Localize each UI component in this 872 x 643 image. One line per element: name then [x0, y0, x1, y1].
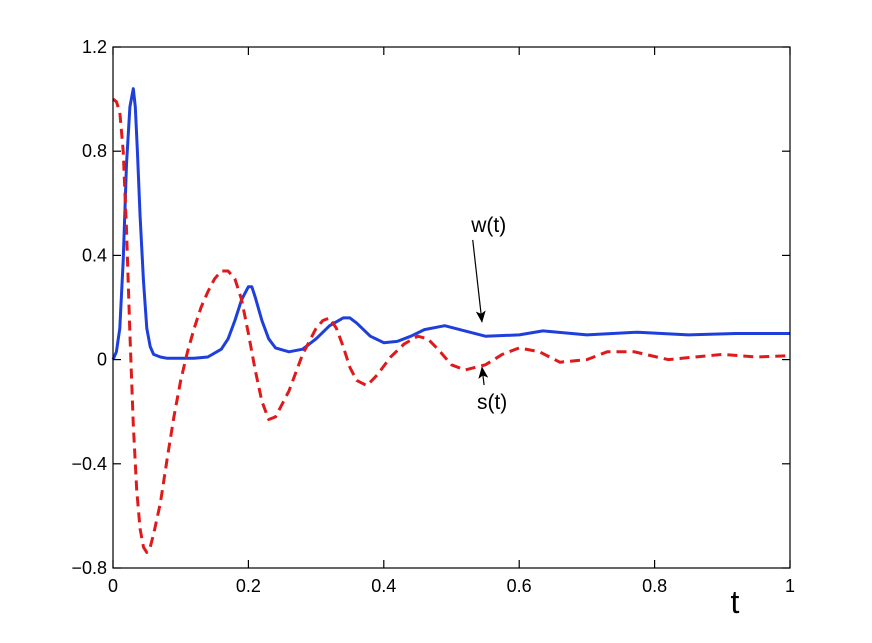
x-tick-label: 0.4 [371, 576, 396, 596]
y-tick-label: −0.8 [71, 558, 107, 578]
plot-frame [112, 46, 791, 569]
y-tick-label: 0.4 [82, 245, 107, 265]
x-tick-label: 0 [108, 576, 118, 596]
x-tick-label: 0.2 [236, 576, 261, 596]
y-tick-label: 1.2 [82, 37, 107, 57]
series-layer [111, 87, 791, 554]
x-tick-label: 0.8 [642, 576, 667, 596]
annotation-label-w: w(t) [470, 214, 506, 237]
ticks-layer: 0 0.2 0.4 0.6 0.8 1 −0.8 −0.4 0 0.4 0.8 1.2 [71, 37, 795, 596]
x-tick-label: 1 [785, 576, 795, 596]
series-line-w [111, 87, 790, 361]
y-tick-label: 0 [97, 350, 107, 370]
annotation-label-s: s(t) [477, 391, 507, 414]
x-axis-title: t [731, 584, 740, 620]
y-tick-label: −0.4 [71, 454, 107, 474]
annotation-arrow-s [478, 366, 489, 386]
y-tick-label: 0.8 [82, 141, 107, 161]
annotation-arrow-w [472, 239, 486, 323]
annotations-layer: w(t) s(t) [470, 214, 507, 414]
series-line-s [112, 97, 791, 554]
x-tick-label: 0.6 [507, 576, 532, 596]
